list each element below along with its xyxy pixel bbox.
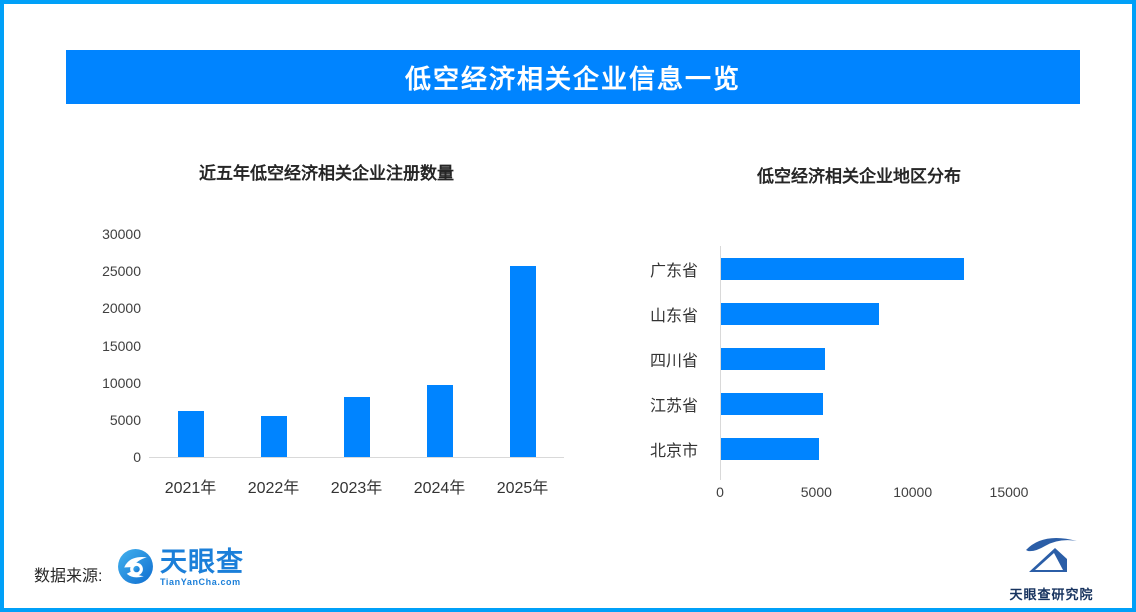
data-source-label: 数据来源: <box>34 568 103 585</box>
bar-2022年 <box>260 416 287 457</box>
y-tick-label: 5000 <box>109 411 141 428</box>
region-bar-chart: 广东省山东省四川省江苏省北京市 0 5000 10000 15000 <box>634 246 1084 500</box>
y-axis-tick <box>720 472 721 480</box>
x-tick-label: 0 <box>716 484 724 500</box>
mountain-swoosh-icon <box>1023 534 1081 581</box>
research-institute-name: 天眼查研究院 <box>1009 587 1094 602</box>
y-tick-label: 20000 <box>102 300 141 317</box>
y-tick-label: 15000 <box>102 337 141 354</box>
y-axis-line <box>720 246 721 472</box>
y-tick-label: 10000 <box>102 374 141 391</box>
right-chart-title: 低空经济相关企业地区分布 <box>757 167 961 186</box>
bar-四川省 <box>721 348 826 370</box>
y-category-label: 江苏省 <box>649 398 698 416</box>
x-category-label: 2025年 <box>496 480 549 497</box>
y-tick-label: 30000 <box>102 226 141 242</box>
bar-山东省 <box>721 302 879 325</box>
tianyancha-logo: 天眼查 TianYanCha.com <box>117 548 244 590</box>
y-category-label: 广东省 <box>649 262 698 280</box>
tianyancha-domain: TianYanCha.com <box>160 577 241 587</box>
y-category-label: 山东省 <box>649 307 698 325</box>
tianyancha-eye-icon <box>117 548 154 590</box>
y-tick-label: 0 <box>133 449 141 465</box>
bar-2025年 <box>509 265 536 457</box>
bar-广东省 <box>721 257 964 280</box>
y-tick-label: 25000 <box>102 263 141 280</box>
x-category-label: 2021年 <box>164 480 217 497</box>
tianyancha-name: 天眼查 <box>160 547 244 577</box>
bar-北京市 <box>721 438 820 461</box>
y-category-label: 四川省 <box>649 353 698 370</box>
x-category-label: 2024年 <box>413 480 466 497</box>
tianyancha-wordmark: 天眼查 TianYanCha.com <box>160 548 244 587</box>
bar-2021年 <box>177 410 204 457</box>
bar-2024年 <box>426 384 453 457</box>
bar-2023年 <box>343 396 370 457</box>
page-title-banner: 低空经济相关企业信息一览 <box>66 50 1080 104</box>
y-category-label: 北京市 <box>649 443 698 461</box>
x-category-label: 2023年 <box>330 480 383 497</box>
registrations-bar-chart: 0 5000 10000 15000 20000 25000 30000 2021年 2022年… <box>89 226 564 497</box>
x-tick-label: 5000 <box>800 484 832 500</box>
left-chart-title: 近五年低空经济相关企业注册数量 <box>199 164 454 183</box>
x-category-label: 2022年 <box>247 480 300 497</box>
page-title: 低空经济相关企业信息一览 <box>404 63 741 94</box>
x-tick-label: 10000 <box>893 484 933 500</box>
research-institute-logo: 天眼查研究院 <box>989 534 1114 603</box>
bar-江苏省 <box>721 393 824 416</box>
x-axis-line <box>149 457 564 458</box>
x-tick-label: 15000 <box>989 484 1029 500</box>
